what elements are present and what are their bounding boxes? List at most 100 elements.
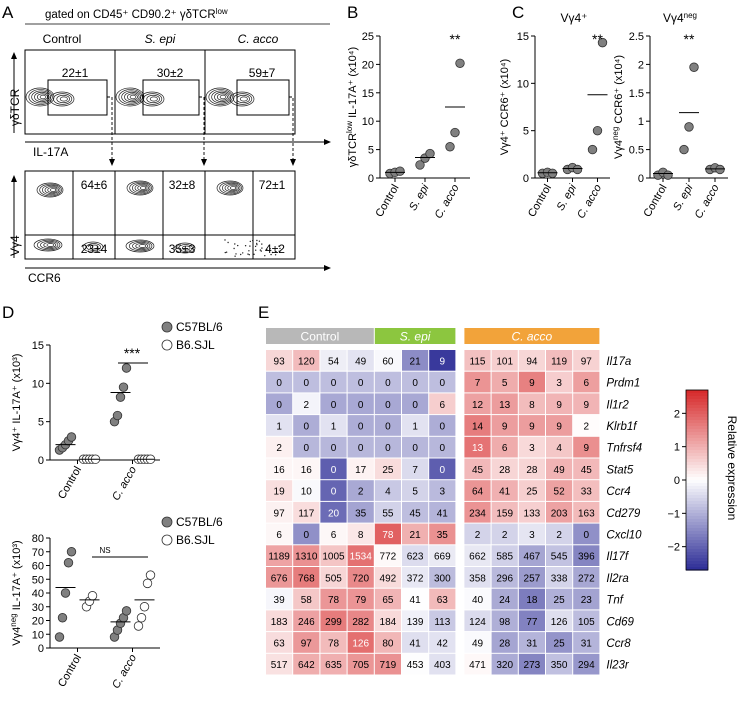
heatmap-cell <box>266 480 293 501</box>
contour-lower-right <box>178 244 193 252</box>
data-point <box>592 125 603 136</box>
scatter-dot <box>249 240 251 243</box>
heatmap-value: 0 <box>385 443 391 454</box>
data-point <box>679 144 689 155</box>
colorbar-segment <box>686 456 708 460</box>
contour-lower-right <box>82 241 104 253</box>
heatmap-cell <box>320 588 347 610</box>
y-tick-label: 10 <box>32 629 44 641</box>
group-header-bar <box>374 328 456 344</box>
heatmap-cell <box>464 480 491 501</box>
scatter-dot <box>275 250 277 253</box>
contour-lower <box>40 240 59 250</box>
gene-label: Stat5 <box>606 464 633 476</box>
colorbar-segment <box>686 486 708 490</box>
heatmap-cell <box>266 523 293 545</box>
y-tick-label: 2.5 <box>629 31 644 43</box>
bottom-y-label: Vγ4 <box>8 235 22 256</box>
heatmap-cell <box>429 501 456 523</box>
heatmap-cell <box>573 523 600 545</box>
scatter-dot <box>258 240 261 242</box>
heatmap-cell <box>546 480 573 501</box>
colorbar-segment <box>686 390 708 394</box>
data-point <box>597 37 608 48</box>
heatmap-value: 0 <box>584 530 590 541</box>
group-header-bar <box>266 328 374 344</box>
colorbar-segment <box>686 561 708 565</box>
heatmap-value: 0 <box>385 400 391 411</box>
heatmap-value: 55 <box>382 508 394 519</box>
contour-top-tail <box>229 91 255 107</box>
sig-ns-d-bottom: NS <box>99 546 110 555</box>
contour-upper <box>134 183 149 193</box>
heatmap-value: 25 <box>554 638 566 649</box>
scatter-dot <box>254 245 257 248</box>
heatmap-value: 2 <box>502 530 508 541</box>
colorbar-segment <box>686 396 708 400</box>
heatmap-value: 49 <box>554 465 566 476</box>
heatmap-value: 1189 <box>268 552 290 563</box>
heatmap-cell <box>573 501 600 523</box>
heatmap-cell <box>402 415 429 436</box>
heatmap-value: 41 <box>437 508 449 519</box>
contour-top-tail <box>239 96 248 102</box>
contour-upper <box>137 185 148 191</box>
data-point <box>715 164 725 175</box>
heatmap-value: 31 <box>581 638 593 649</box>
heatmap-value: 6 <box>440 400 446 411</box>
heatmap-cell <box>546 632 573 653</box>
contour-lower <box>125 239 155 253</box>
heatmap-value: 35 <box>437 530 449 541</box>
significance-marker: ** <box>592 31 603 47</box>
colorbar-label: Relative expression <box>725 416 739 521</box>
contour-top-main <box>28 89 53 105</box>
heatmap-cell <box>429 350 456 371</box>
data-point <box>663 170 673 180</box>
heatmap-value: 635 <box>325 660 342 671</box>
heatmap-cell <box>518 371 545 393</box>
heatmap-value: 78 <box>382 530 394 541</box>
col-label-control: Control <box>43 32 82 46</box>
heatmap-cell <box>464 588 491 610</box>
heatmap-value: 300 <box>434 573 451 584</box>
heatmap-value: 5 <box>412 487 418 498</box>
heatmap-value: 350 <box>551 660 568 671</box>
heatmap-cell <box>347 415 374 436</box>
heatmap-cell <box>518 545 545 566</box>
y-axis-label: Vγ4neg IL-17A⁺ (x10³) <box>9 540 23 645</box>
heatmap-value: 18 <box>526 595 538 606</box>
heatmap-cell <box>491 436 518 458</box>
colorbar-segment <box>686 537 708 541</box>
contour-top-main <box>219 94 227 100</box>
legend-label-c57bl6-2: C57BL/6 <box>176 515 223 529</box>
panel-letter-c: C <box>512 3 524 22</box>
data-point <box>54 632 65 642</box>
heatmap-value: 720 <box>352 573 369 584</box>
heatmap-cell <box>293 436 320 458</box>
heatmap-value: 0 <box>331 400 337 411</box>
colorbar-segment <box>686 564 708 568</box>
heatmap-cell <box>266 653 293 675</box>
contour-upper <box>219 181 242 195</box>
heatmap-value: 28 <box>499 465 511 476</box>
heatmap-cell <box>464 501 491 523</box>
scatter-dot <box>248 250 250 252</box>
colorbar-segment <box>686 462 708 466</box>
y-tick-label: 5 <box>523 126 529 138</box>
heatmap-value: 1 <box>412 421 418 432</box>
heatmap-cell <box>293 610 320 632</box>
heatmap-cell <box>518 567 545 588</box>
y-axis-label: Vγ4⁺ CCR6⁺ (x10⁴) <box>499 59 511 155</box>
colorbar-segment <box>686 435 708 439</box>
heatmap-cell <box>347 393 374 415</box>
bottom-lower-control: 23±4 <box>81 242 108 256</box>
contour-upper <box>126 180 154 196</box>
top-value-c-acco: 59±7 <box>249 66 276 80</box>
heatmap-cell <box>320 610 347 632</box>
heatmap-cell <box>491 567 518 588</box>
heatmap-value: 0 <box>304 421 310 432</box>
panel-d-bottom-legend: C57BL/6 B6.SJL <box>161 515 223 547</box>
contour-top-tail <box>59 96 68 102</box>
colorbar-segment <box>686 429 708 433</box>
